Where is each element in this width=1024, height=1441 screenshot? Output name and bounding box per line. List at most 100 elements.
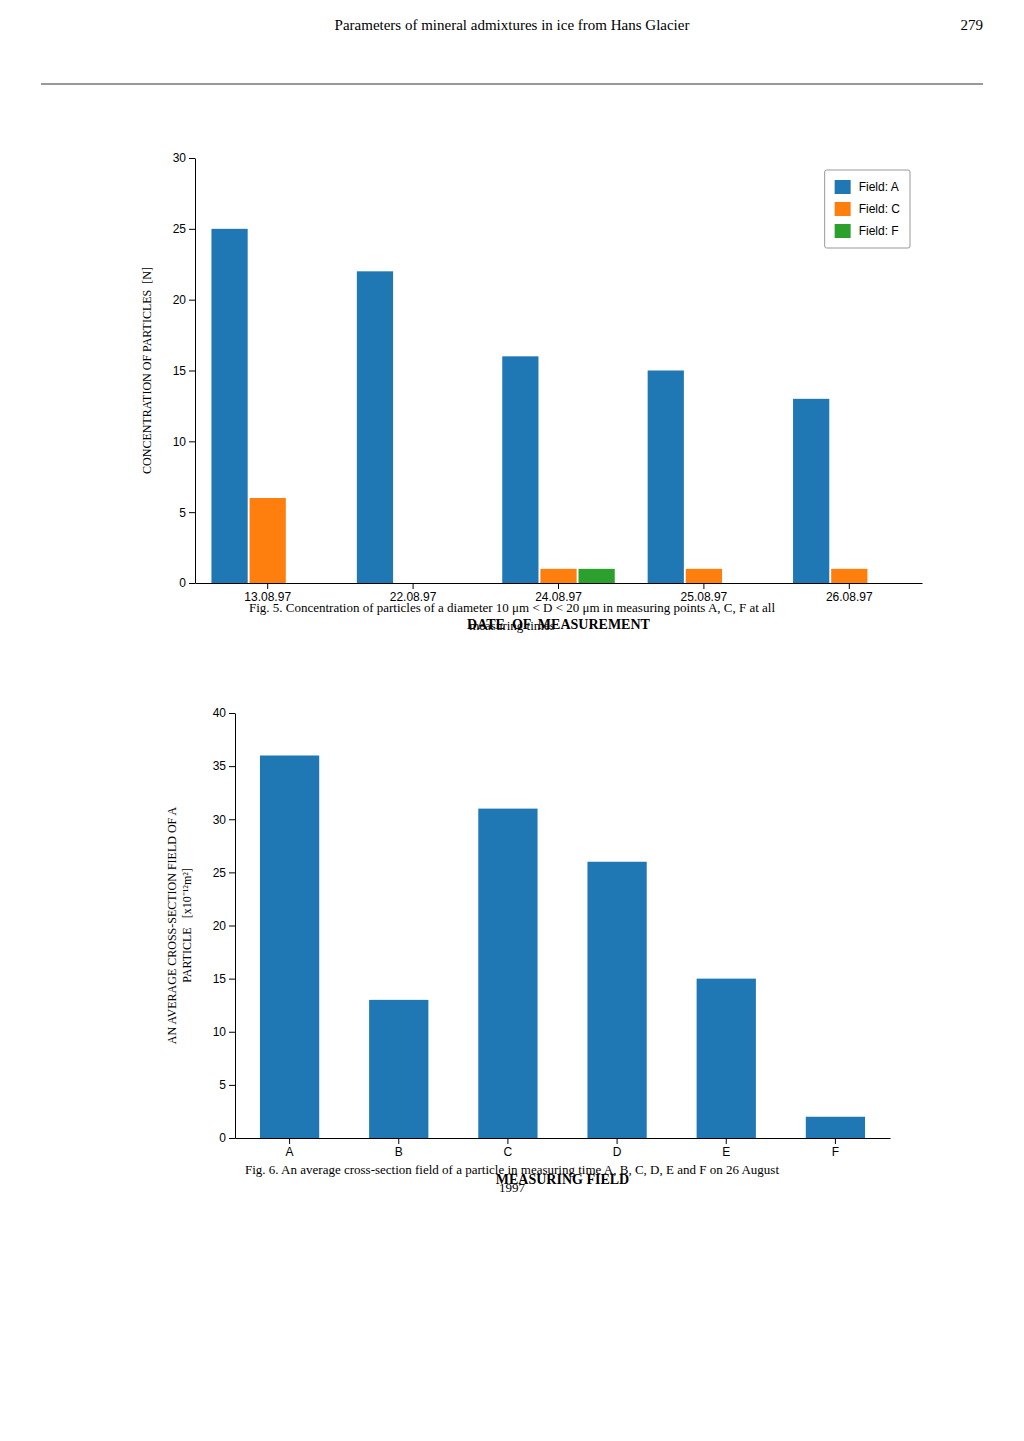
y-axis: 0510152025303540 [213, 706, 236, 1145]
y-tick-mark [229, 819, 235, 820]
y-tick-label: 0 [179, 576, 186, 590]
x-tick-label: D [613, 1145, 622, 1159]
x-tick-mark [413, 583, 414, 589]
bar [395, 583, 431, 584]
bar [211, 229, 247, 583]
x-tick-label: E [722, 1145, 730, 1159]
y-tick-label: 25 [173, 222, 187, 236]
y-tick-label: 10 [173, 435, 187, 449]
bars [260, 756, 865, 1139]
y-tick-label: 0 [219, 1131, 226, 1145]
legend-swatch [835, 224, 851, 238]
x-axis: A B C D E F [236, 1138, 891, 1159]
bars [211, 229, 867, 583]
bar-series [260, 756, 865, 1139]
bar-series [579, 569, 615, 583]
y-tick: 5 [179, 506, 195, 520]
legend-swatch [835, 180, 851, 194]
x-tick-label: 26.08.97 [826, 590, 873, 604]
y-tick: 15 [213, 972, 235, 986]
x-axis-line [236, 1138, 891, 1139]
page-number: 279 [961, 17, 984, 33]
bar [540, 569, 576, 583]
y-tick-label: 10 [213, 1025, 227, 1039]
y-tick-mark [229, 1032, 235, 1033]
y-tick-mark [229, 1085, 235, 1086]
y-tick-label: 20 [213, 919, 227, 933]
legend-label: Field: F [859, 224, 899, 238]
bar [686, 569, 722, 583]
y-tick-label: 15 [173, 364, 187, 378]
y-tick-label: 30 [213, 813, 227, 827]
y-tick: 25 [173, 222, 195, 236]
y-axis-line [195, 159, 196, 584]
legend-label: Field: A [859, 180, 899, 194]
x-tick: A [286, 1138, 294, 1159]
y-tick-mark [189, 158, 195, 159]
y-tick: 20 [173, 293, 195, 307]
y-tick: 10 [213, 1025, 235, 1039]
x-tick: 26.08.97 [826, 583, 873, 604]
y-tick-label: 5 [179, 506, 186, 520]
bar [579, 569, 615, 583]
y-tick-mark [189, 371, 195, 372]
x-tick-mark [267, 583, 268, 589]
y-tick-label: 30 [173, 151, 187, 165]
y-axis-title: CONCENTRATION OF PARTICLES [N] [140, 267, 154, 474]
x-tick-label: F [832, 1145, 839, 1159]
bar [869, 583, 905, 584]
y-tick: 5 [219, 1078, 235, 1092]
y-tick-mark [189, 441, 195, 442]
y-tick: 0 [179, 576, 195, 590]
bar [697, 979, 756, 1138]
x-tick-mark [835, 1138, 836, 1144]
legend: Field: A Field: C Field: F [825, 170, 910, 248]
y-tick-label: 5 [219, 1078, 226, 1092]
x-tick-label: B [395, 1145, 403, 1159]
legend-entry: Field: A [835, 180, 899, 194]
page-title: Parameters of mineral admixtures in ice … [335, 17, 690, 33]
x-tick-mark [507, 1138, 508, 1144]
bar [478, 809, 537, 1138]
y-tick: 30 [173, 151, 195, 165]
y-tick: 0 [219, 1131, 235, 1145]
y-axis-line [235, 714, 236, 1139]
y-tick: 20 [213, 919, 235, 933]
y-tick-mark [229, 1138, 235, 1139]
x-tick-label: C [504, 1145, 513, 1159]
x-axis-title: DATE OF MEASUREMENT [467, 617, 650, 632]
caption: Fig. 5. Concentration of particles of a … [249, 600, 776, 633]
bar [806, 1117, 865, 1138]
x-tick-mark [849, 583, 850, 589]
bar [587, 862, 646, 1138]
y-tick: 10 [173, 435, 195, 449]
bar [260, 756, 319, 1139]
x-tick-mark [617, 1138, 618, 1144]
bar [357, 271, 393, 583]
bar [502, 356, 538, 583]
bar [724, 583, 760, 584]
y-tick: 40 [213, 706, 235, 720]
y-tick: 30 [213, 813, 235, 827]
x-tick: F [832, 1138, 839, 1159]
legend-label: Field: C [859, 202, 901, 216]
header-rule [41, 84, 983, 85]
y-tick-mark [229, 979, 235, 980]
y-tick: 15 [173, 364, 195, 378]
y-tick-label: 25 [213, 866, 227, 880]
legend-entry: Field: F [835, 224, 899, 238]
bar [369, 1000, 428, 1138]
x-tick-label: A [286, 1145, 294, 1159]
bar [648, 371, 684, 584]
legend-frame [825, 170, 910, 248]
y-tick-mark [229, 766, 235, 767]
chart: 13.08.9722.08.9724.08.9725.08.9726.08.97… [140, 151, 923, 632]
y-tick-mark [189, 300, 195, 301]
y-tick-mark [189, 512, 195, 513]
x-tick-mark [289, 1138, 290, 1144]
x-tick: B [395, 1138, 403, 1159]
chart: ABCDEF0510152025303540MEASURING FIELDAN … [165, 706, 891, 1187]
bar [831, 569, 867, 583]
x-tick-mark [703, 583, 704, 589]
y-tick-mark [229, 713, 235, 714]
